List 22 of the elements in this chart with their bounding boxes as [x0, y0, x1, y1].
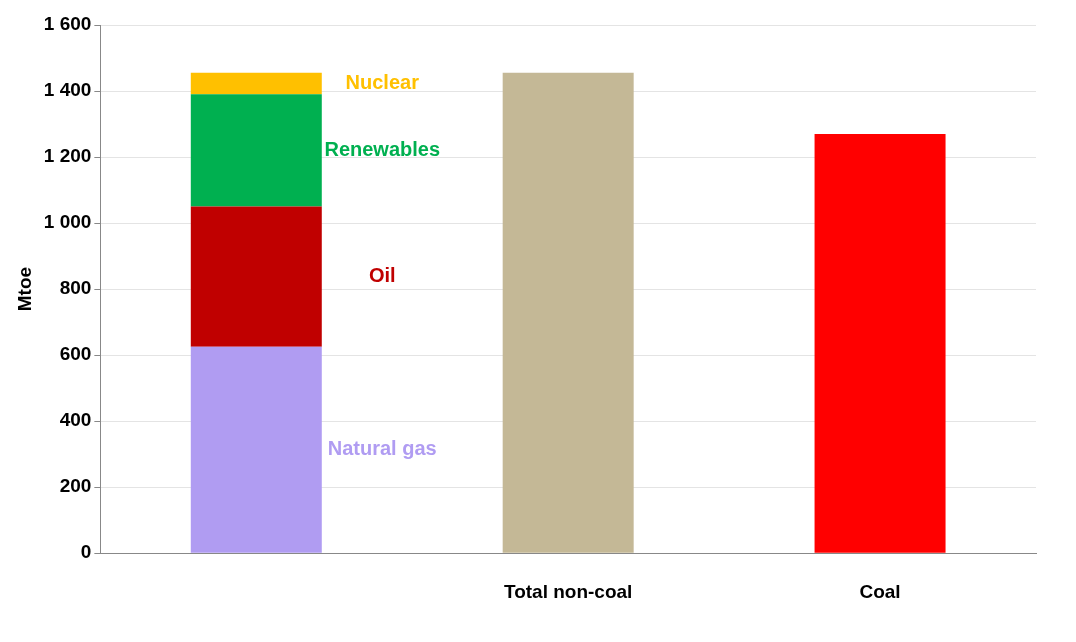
- series-label: Natural gas: [327, 437, 437, 460]
- x-tick-label: Coal: [859, 580, 901, 602]
- y-tick-label: 600: [59, 343, 92, 365]
- series-label: Renewables: [324, 137, 441, 160]
- bar: [190, 72, 322, 95]
- bar: [190, 206, 322, 347]
- y-tick-label: 1 000: [43, 211, 92, 233]
- y-tick-label: 400: [59, 409, 92, 431]
- y-tick-label: 800: [59, 277, 92, 299]
- y-tick-label: 1 200: [43, 145, 92, 167]
- y-axis-title: Mtoe: [13, 266, 35, 312]
- text: Oil: [368, 264, 396, 287]
- series-label: Nuclear: [345, 71, 420, 94]
- bar: [190, 94, 322, 207]
- bar: [190, 346, 322, 553]
- bar: [814, 133, 946, 553]
- y-tick-label: 1 600: [43, 13, 92, 35]
- x-tick-label: Total non-coal: [503, 580, 633, 602]
- bar: [502, 72, 634, 553]
- y-tick-label: 200: [59, 475, 92, 497]
- y-tick-label: 0: [80, 541, 92, 563]
- y-tick-label: 1 400: [43, 79, 92, 101]
